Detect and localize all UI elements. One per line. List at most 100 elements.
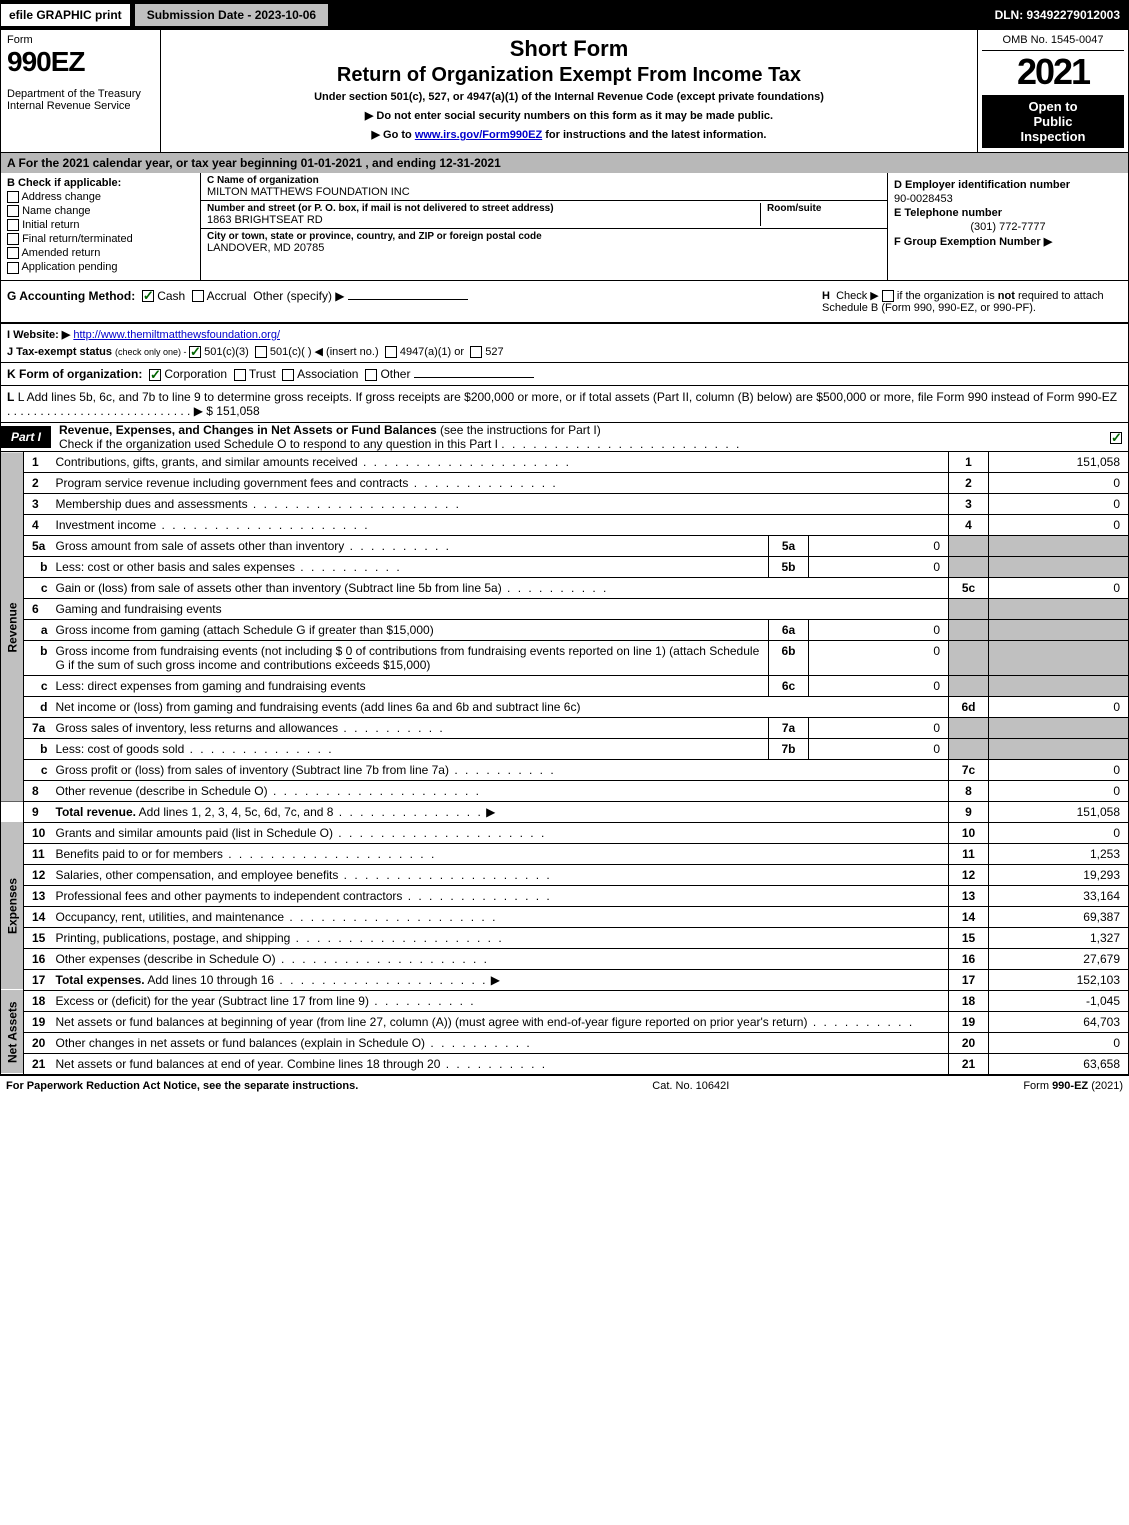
chk-accrual[interactable] [192,290,204,302]
chk-association[interactable] [282,369,294,381]
line-6-no: 6 [24,598,52,619]
form-note-1: ▶ Do not enter social security numbers o… [169,109,969,122]
chk-address-change[interactable] [7,191,19,203]
line-13-val: 33,164 [989,885,1129,906]
opt-initial-return: Initial return [22,219,79,231]
line-6c-inum: 6c [769,675,809,696]
line-21-desc: Net assets or fund balances at end of ye… [56,1057,441,1071]
dept-line-2: Internal Revenue Service [7,100,154,112]
note2-pre: ▶ Go to [372,129,415,141]
chk-trust[interactable] [234,369,246,381]
line-7b-shaded [949,738,989,759]
chk-527[interactable] [470,346,482,358]
lbl-501c3: 501(c)(3) [204,346,249,358]
chk-initial-return[interactable] [7,219,19,231]
chk-501c3[interactable] [189,346,201,358]
chk-application-pending[interactable] [7,262,19,274]
section-h: H Check ▶ if the organization is not req… [822,289,1122,314]
part-1-title: Revenue, Expenses, and Changes in Net As… [59,423,437,437]
chk-schedule-b[interactable] [882,290,894,302]
part-1-label: Part I [1,426,51,448]
open-line-3: Inspection [986,129,1120,144]
form-title-2: Return of Organization Exempt From Incom… [169,64,969,87]
line-17-no: 17 [24,969,52,990]
other-org-input[interactable] [414,377,534,378]
lbl-501c: 501(c)( ) ◀ (insert no.) [270,346,379,358]
line-7c-val: 0 [989,759,1129,780]
chk-schedule-o-part1[interactable] [1110,432,1122,444]
header-left: Form 990EZ Department of the Treasury In… [1,30,161,152]
line-7b-shaded-val [989,738,1129,759]
submission-date: Submission Date - 2023-10-06 [135,4,329,26]
line-3-num: 3 [949,493,989,514]
website-link[interactable]: http://www.themiltmatthewsfoundation.org… [73,329,280,341]
section-l-dots: . . . . . . . . . . . . . . . . . . . . … [7,404,206,418]
line-20-desc: Other changes in net assets or fund bala… [56,1036,426,1050]
note2-post: for instructions and the latest informat… [542,129,766,141]
chk-501c[interactable] [255,346,267,358]
section-bcd: B Check if applicable: Address change Na… [0,173,1129,281]
line-6a-inum: 6a [769,619,809,640]
line-20-val: 0 [989,1032,1129,1053]
line-9-no: 9 [24,801,52,822]
chk-amended-return[interactable] [7,247,19,259]
line-4-no: 4 [24,514,52,535]
line-5a-shaded-val [989,535,1129,556]
line-6a-ival: 0 [809,619,949,640]
phone-value: (301) 772-7777 [894,221,1122,233]
line-7c-num: 7c [949,759,989,780]
form-note-2: ▶ Go to www.irs.gov/Form990EZ for instru… [169,128,969,141]
line-18-no: 18 [24,990,52,1011]
line-1-desc: Contributions, gifts, grants, and simila… [56,455,358,469]
chk-name-change[interactable] [7,205,19,217]
line-7a-shaded [949,717,989,738]
efile-label: efile GRAPHIC print [1,4,131,26]
footer-left: For Paperwork Reduction Act Notice, see … [6,1080,358,1092]
line-7a-desc: Gross sales of inventory, less returns a… [56,721,339,735]
line-1-num: 1 [949,452,989,473]
line-18-num: 18 [949,990,989,1011]
other-method-input[interactable] [348,299,468,300]
line-5a-no: 5a [24,535,52,556]
line-13-desc: Professional fees and other payments to … [56,889,403,903]
line-8-num: 8 [949,780,989,801]
line-5b-shaded [949,556,989,577]
chk-cash[interactable] [142,290,154,302]
line-7a-ival: 0 [809,717,949,738]
accounting-method-label: G Accounting Method: [7,289,135,303]
open-to-public: Open to Public Inspection [982,95,1124,148]
irs-link[interactable]: www.irs.gov/Form990EZ [415,129,542,141]
chk-other-org[interactable] [365,369,377,381]
line-21-num: 21 [949,1053,989,1074]
opt-amended-return: Amended return [21,247,100,259]
form-title-1: Short Form [169,36,969,62]
line-7c-no: c [24,759,52,780]
city-value: LANDOVER, MD 20785 [207,242,881,254]
line-2-desc: Program service revenue including govern… [56,476,409,490]
chk-4947[interactable] [385,346,397,358]
line-15-desc: Printing, publications, postage, and shi… [56,931,291,945]
line-6d-desc: Net income or (loss) from gaming and fun… [56,700,581,714]
line-3-desc: Membership dues and assessments [56,497,248,511]
chk-final-return[interactable] [7,233,19,245]
line-19-val: 64,703 [989,1011,1129,1032]
ein-label: D Employer identification number [894,179,1070,191]
lbl-other-method: Other (specify) ▶ [253,289,344,303]
lbl-cash: Cash [157,289,185,303]
lbl-accrual: Accrual [207,289,247,303]
line-3-val: 0 [989,493,1129,514]
line-6a-shaded [949,619,989,640]
chk-corporation[interactable] [149,369,161,381]
line-7a-inum: 7a [769,717,809,738]
line-4-val: 0 [989,514,1129,535]
org-name-value: MILTON MATTHEWS FOUNDATION INC [207,186,881,198]
line-7b-ival: 0 [809,738,949,759]
header-right: OMB No. 1545-0047 2021 Open to Public In… [978,30,1128,152]
line-14-desc: Occupancy, rent, utilities, and maintena… [56,910,285,924]
line-14-no: 14 [24,906,52,927]
dept-line-1: Department of the Treasury [7,88,154,100]
lbl-other-org: Other [380,367,410,381]
open-line-1: Open to [986,99,1120,114]
line-5a-shaded [949,535,989,556]
line-6b-no: b [24,640,52,675]
